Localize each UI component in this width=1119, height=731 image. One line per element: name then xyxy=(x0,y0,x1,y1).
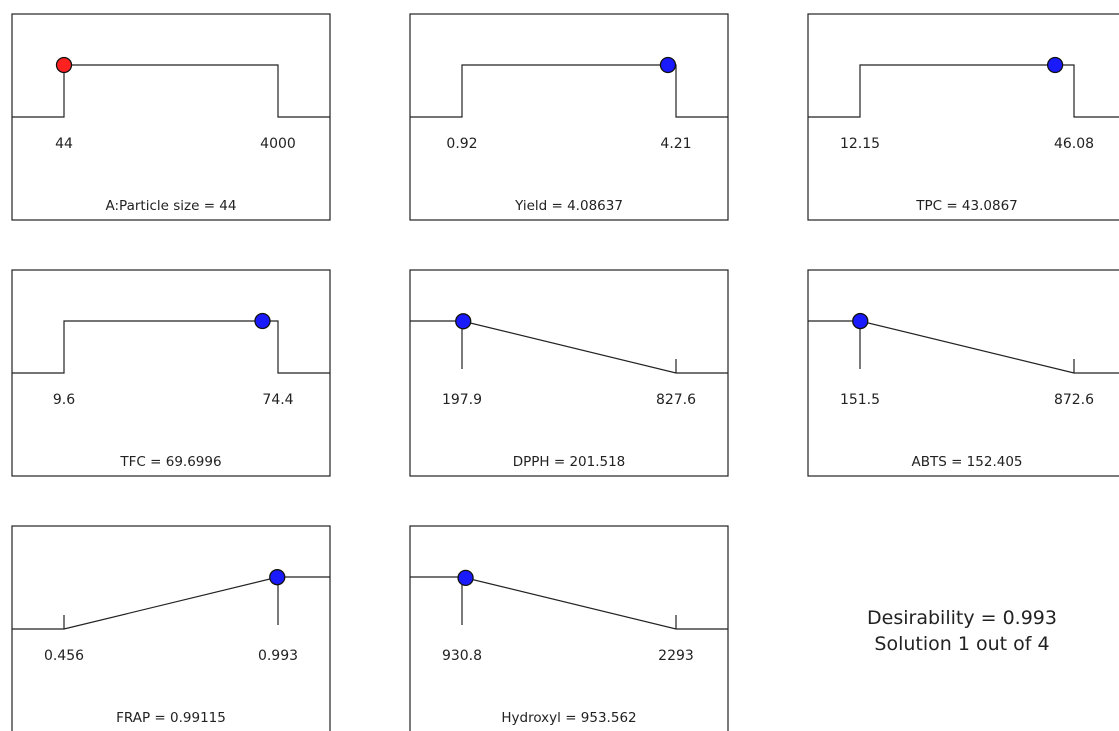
ramp-line xyxy=(410,576,728,630)
high-value-label: 46.08 xyxy=(1054,136,1094,152)
ramp-line xyxy=(410,320,728,374)
high-value-label: 4000 xyxy=(260,136,296,152)
panel-title: DPPH = 201.518 xyxy=(513,454,626,470)
low-value-label: 9.6 xyxy=(53,392,75,408)
ramp-line xyxy=(410,64,728,118)
solution-label: Solution 1 out of 4 xyxy=(874,633,1050,655)
solution-point xyxy=(1046,56,1064,74)
low-value-label: 0.456 xyxy=(44,648,84,664)
solution-point xyxy=(254,312,271,330)
panel-title: Hydroxyl = 953.562 xyxy=(501,710,636,726)
solution-point xyxy=(852,312,869,330)
low-value-label: 12.15 xyxy=(840,136,880,152)
low-value-label: 44 xyxy=(55,136,73,152)
high-value-label: 872.6 xyxy=(1054,392,1094,408)
ramp-line xyxy=(808,64,1119,118)
solution-point xyxy=(55,56,73,74)
high-value-label: 4.21 xyxy=(660,136,691,152)
panel-frame xyxy=(807,269,1119,477)
low-value-label: 930.8 xyxy=(442,648,482,664)
solution-point xyxy=(455,313,472,330)
high-value-label: 827.6 xyxy=(656,392,696,408)
high-value-label: 74.4 xyxy=(262,392,293,408)
panel-title: Yield = 4.08637 xyxy=(514,198,623,214)
panel-title: TPC = 43.0867 xyxy=(915,198,1018,214)
panel-title: A:Particle size = 44 xyxy=(106,198,237,214)
panel-title: ABTS = 152.405 xyxy=(911,454,1022,470)
low-value-label: 151.5 xyxy=(840,392,880,408)
desirability-label: Desirability = 0.993 xyxy=(867,607,1057,629)
ramp-line xyxy=(808,320,1119,374)
solution-point xyxy=(659,56,677,74)
panel-title: TFC = 69.6996 xyxy=(119,454,221,470)
low-value-label: 0.92 xyxy=(446,136,477,152)
high-value-label: 0.993 xyxy=(258,648,298,664)
solution-point xyxy=(457,569,474,587)
ramp-line xyxy=(12,576,330,630)
ramp-line xyxy=(12,64,330,118)
panel-title: FRAP = 0.99115 xyxy=(116,710,226,726)
high-value-label: 2293 xyxy=(658,648,694,664)
low-value-label: 197.9 xyxy=(442,392,482,408)
ramp-line xyxy=(12,320,330,374)
solution-point xyxy=(269,569,286,586)
